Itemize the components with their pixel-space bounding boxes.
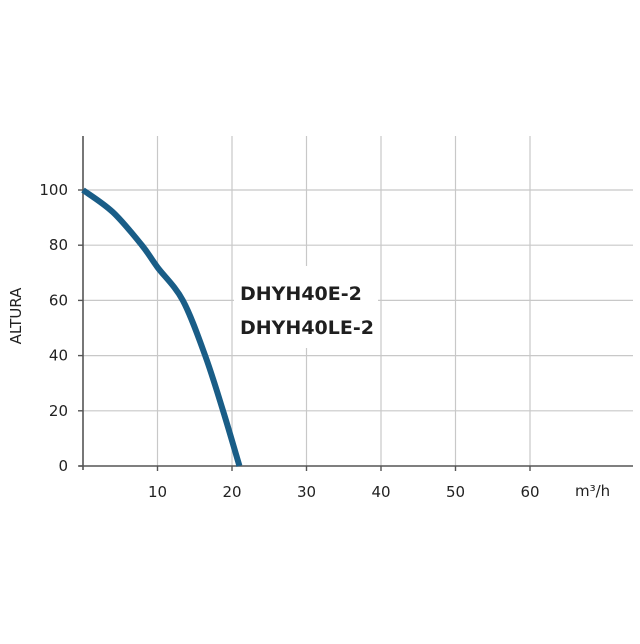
x-tick-label-50: 50 xyxy=(446,483,465,501)
x-tick-label-40: 40 xyxy=(371,483,390,501)
y-axis-title: ALTURA xyxy=(7,287,25,345)
y-tick-label-80: 80 xyxy=(49,236,68,254)
x-tick-label-60: 60 xyxy=(520,483,539,501)
y-tick-label-40: 40 xyxy=(49,347,68,365)
tick-labels: 0 20 40 60 80 100 10 20 30 40 50 60 xyxy=(39,181,539,501)
y-tick-label-100: 100 xyxy=(39,181,68,199)
y-tick-label-20: 20 xyxy=(49,402,68,420)
y-tick-label-60: 60 xyxy=(49,291,68,309)
x-tick-label-10: 10 xyxy=(148,483,167,501)
y-tick-label-0: 0 xyxy=(58,457,68,475)
x-tick-label-30: 30 xyxy=(297,483,316,501)
model-label-2: DHYH40LE-2 xyxy=(240,317,374,339)
label-backdrop xyxy=(234,266,378,348)
model-label-1: DHYH40E-2 xyxy=(240,283,362,305)
x-tick-label-20: 20 xyxy=(222,483,241,501)
performance-curve xyxy=(81,187,243,467)
x-axis-unit: m³/h xyxy=(575,482,610,500)
